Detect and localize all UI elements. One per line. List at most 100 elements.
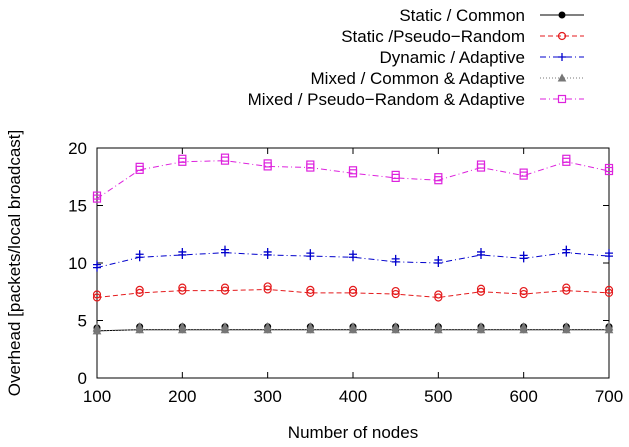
legend-marker bbox=[557, 31, 567, 41]
legend-label: Dynamic / Adaptive bbox=[379, 48, 525, 67]
data-point-duplicate bbox=[93, 260, 101, 269]
data-point-duplicate bbox=[562, 283, 571, 292]
data-point-duplicate bbox=[434, 256, 443, 264]
data-point-duplicate bbox=[348, 322, 358, 331]
data-point-duplicate bbox=[135, 162, 144, 171]
data-point-duplicate bbox=[604, 285, 614, 294]
data-point-duplicate bbox=[263, 159, 272, 168]
y-axis-ticks: 0 5 10 15 20 bbox=[68, 139, 609, 388]
x-tick-label: 600 bbox=[509, 387, 537, 406]
data-point-duplicate bbox=[349, 250, 357, 259]
y-tick-label: 20 bbox=[68, 139, 87, 158]
data-point-duplicate bbox=[476, 322, 486, 331]
data-point-duplicate bbox=[476, 284, 486, 293]
data-point-duplicate bbox=[306, 285, 315, 294]
legend-label: Static / Common bbox=[399, 6, 525, 25]
data-point-duplicate bbox=[605, 249, 613, 258]
data-point-duplicate bbox=[220, 153, 230, 162]
data-point-duplicate bbox=[135, 250, 144, 259]
data-point-duplicate bbox=[561, 322, 571, 331]
y-tick-label: 0 bbox=[78, 369, 87, 388]
x-tick-label: 400 bbox=[339, 387, 367, 406]
data-point-duplicate bbox=[92, 290, 102, 299]
data-point-duplicate bbox=[391, 170, 400, 179]
data-point-duplicate bbox=[178, 247, 187, 256]
legend-marker bbox=[557, 94, 567, 104]
legend-marker bbox=[558, 11, 566, 19]
series-3 bbox=[92, 322, 614, 335]
legend-marker bbox=[558, 53, 566, 61]
data-point bbox=[519, 289, 528, 299]
data-point-duplicate bbox=[263, 322, 273, 331]
data-point-duplicate bbox=[220, 283, 230, 292]
data-point-duplicate bbox=[391, 254, 400, 263]
x-tick-label: 100 bbox=[83, 387, 111, 406]
legend: Static / Common Static /Pseudo−Random Dyna… bbox=[248, 6, 584, 109]
data-point-duplicate bbox=[135, 285, 144, 294]
x-axis-ticks: 100 200 300 400 500 600 700 bbox=[83, 148, 623, 406]
data-point-duplicate bbox=[434, 173, 443, 182]
y-tick-label: 5 bbox=[78, 312, 87, 331]
data-point-duplicate bbox=[92, 191, 102, 200]
data-point-duplicate bbox=[391, 322, 401, 331]
data-point bbox=[178, 286, 187, 295]
legend-item: Mixed / Pseudo−Random & Adaptive bbox=[248, 90, 584, 109]
data-point bbox=[348, 288, 358, 297]
legend-label: Mixed / Pseudo−Random & Adaptive bbox=[248, 90, 525, 109]
data-point-duplicate bbox=[348, 285, 358, 294]
legend-item: Static / Common bbox=[399, 6, 584, 25]
y-tick-label: 10 bbox=[68, 254, 87, 273]
x-tick-label: 300 bbox=[253, 387, 281, 406]
data-point-duplicate bbox=[263, 282, 272, 291]
data-point-duplicate bbox=[562, 154, 571, 163]
data-point bbox=[306, 288, 315, 297]
data-point-duplicate bbox=[178, 283, 187, 292]
data-point-duplicate bbox=[306, 249, 315, 258]
legend-marker bbox=[557, 73, 567, 82]
x-tick-label: 500 bbox=[424, 387, 452, 406]
axes: 100 200 300 400 500 600 700 0 5 10 15 20 Number of… bbox=[5, 130, 623, 442]
legend-item: Mixed / Common & Adaptive bbox=[311, 69, 584, 88]
data-point bbox=[476, 287, 486, 296]
data-point-duplicate bbox=[220, 322, 230, 331]
data-point bbox=[562, 286, 571, 295]
data-point-duplicate bbox=[177, 322, 187, 331]
data-point bbox=[92, 293, 102, 302]
data-point-duplicate bbox=[519, 168, 528, 177]
data-point-duplicate bbox=[263, 247, 272, 256]
data-point-duplicate bbox=[348, 166, 358, 175]
data-point-duplicate bbox=[519, 251, 528, 260]
data-point-duplicate bbox=[477, 247, 485, 256]
x-axis-label: Number of nodes bbox=[288, 423, 418, 442]
x-tick-label: 700 bbox=[595, 387, 623, 406]
data-point-duplicate bbox=[604, 163, 614, 173]
data-point-duplicate bbox=[562, 245, 571, 254]
data-point bbox=[220, 286, 230, 295]
data-point-duplicate bbox=[305, 322, 315, 331]
y-axis-label: Overhead [packets/local broadcast] bbox=[5, 130, 24, 396]
legend-label: Mixed / Common & Adaptive bbox=[311, 69, 525, 88]
series-layer bbox=[92, 153, 614, 335]
data-point-duplicate bbox=[135, 322, 145, 331]
legend-item: Dynamic / Adaptive bbox=[379, 48, 584, 67]
data-point-duplicate bbox=[476, 160, 486, 169]
data-point-duplicate bbox=[604, 322, 614, 331]
plot-frame bbox=[96, 147, 610, 379]
data-point bbox=[263, 285, 272, 294]
data-point-duplicate bbox=[178, 154, 187, 163]
legend-item: Static /Pseudo−Random bbox=[341, 27, 584, 46]
data-point-duplicate bbox=[306, 160, 315, 169]
x-tick-label: 200 bbox=[168, 387, 196, 406]
series-1 bbox=[92, 282, 614, 302]
data-point-duplicate bbox=[221, 245, 229, 254]
series-4 bbox=[92, 153, 614, 203]
data-point-duplicate bbox=[92, 323, 102, 332]
data-point bbox=[604, 288, 614, 297]
data-point-duplicate bbox=[391, 286, 400, 296]
data-point-duplicate bbox=[519, 322, 529, 331]
data-point-duplicate bbox=[434, 290, 443, 299]
data-point bbox=[434, 293, 443, 302]
series-2 bbox=[93, 245, 613, 272]
data-point bbox=[135, 288, 144, 297]
